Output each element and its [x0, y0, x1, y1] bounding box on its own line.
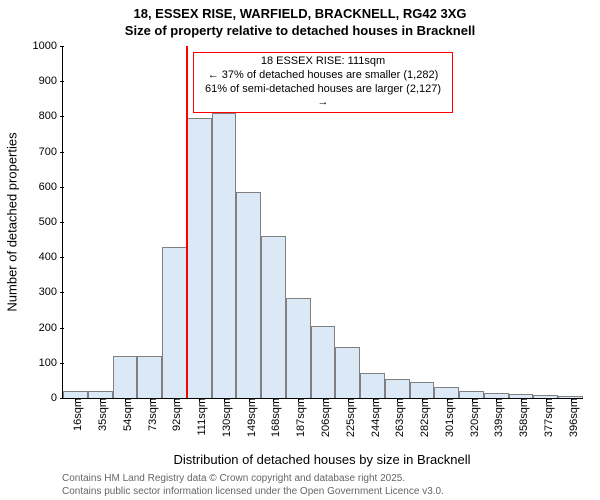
footer-attribution: Contains HM Land Registry data © Crown c…: [62, 472, 444, 498]
y-tick: 700: [39, 146, 63, 158]
x-tick-label: 244sqm: [364, 398, 382, 437]
y-tick: 100: [39, 357, 63, 369]
x-tick-label: 339sqm: [487, 398, 505, 437]
footer-line-2: Contains public sector information licen…: [62, 485, 444, 498]
histogram-bar: [187, 118, 212, 398]
y-tick: 600: [39, 181, 63, 193]
title-block: 18, ESSEX RISE, WARFIELD, BRACKNELL, RG4…: [0, 0, 600, 40]
x-tick-label: 92sqm: [165, 398, 183, 431]
footer-line-1: Contains HM Land Registry data © Crown c…: [62, 472, 444, 485]
y-tick: 300: [39, 286, 63, 298]
y-tick: 0: [51, 392, 63, 404]
x-axis-label: Distribution of detached houses by size …: [174, 452, 471, 467]
x-tick-label: 149sqm: [240, 398, 258, 437]
y-tick: 900: [39, 75, 63, 87]
annotation-box: 18 ESSEX RISE: 111sqm← 37% of detached h…: [193, 52, 453, 113]
histogram-bar: [410, 382, 435, 398]
title-line-2: Size of property relative to detached ho…: [0, 23, 600, 40]
annotation-line-2: ← 37% of detached houses are smaller (1,…: [200, 69, 446, 83]
x-tick-label: 206sqm: [314, 398, 332, 437]
x-tick-label: 111sqm: [190, 398, 208, 436]
histogram-bar: [113, 356, 138, 398]
histogram-bar: [311, 326, 336, 398]
x-tick-label: 358sqm: [512, 398, 530, 437]
histogram-bar: [261, 236, 286, 398]
x-tick-label: 320sqm: [463, 398, 481, 437]
histogram-bar: [137, 356, 162, 398]
x-tick-label: 187sqm: [289, 398, 307, 437]
chart-container: 18, ESSEX RISE, WARFIELD, BRACKNELL, RG4…: [0, 0, 600, 500]
annotation-line-1: 18 ESSEX RISE: 111sqm: [200, 55, 446, 69]
x-tick-label: 225sqm: [339, 398, 357, 437]
histogram-bar: [162, 247, 187, 398]
x-tick-label: 168sqm: [264, 398, 282, 437]
y-tick: 200: [39, 322, 63, 334]
y-tick: 400: [39, 251, 63, 263]
histogram-bar: [335, 347, 360, 398]
histogram-bar: [360, 373, 385, 398]
histogram-bar: [286, 298, 311, 398]
histogram-bar: [212, 113, 237, 398]
y-tick: 500: [39, 216, 63, 228]
reference-line: [186, 46, 188, 398]
histogram-bar: [385, 379, 410, 398]
annotation-line-3: 61% of semi-detached houses are larger (…: [200, 83, 446, 111]
y-axis-label: Number of detached properties: [5, 132, 20, 311]
histogram-bar: [459, 391, 484, 398]
histogram-bar: [63, 391, 88, 398]
x-tick-label: 282sqm: [413, 398, 431, 437]
x-tick-label: 16sqm: [66, 398, 84, 431]
y-tick: 1000: [33, 40, 63, 52]
plot-area: 0100200300400500600700800900100016sqm35s…: [62, 46, 583, 399]
x-tick-label: 377sqm: [537, 398, 555, 437]
x-tick-label: 130sqm: [215, 398, 233, 437]
x-tick-label: 396sqm: [562, 398, 580, 437]
x-tick-label: 73sqm: [141, 398, 159, 431]
histogram-bar: [434, 387, 459, 398]
y-tick: 800: [39, 110, 63, 122]
title-line-1: 18, ESSEX RISE, WARFIELD, BRACKNELL, RG4…: [0, 6, 600, 23]
histogram-bar: [236, 192, 261, 398]
x-tick-label: 54sqm: [116, 398, 134, 431]
x-tick-label: 35sqm: [91, 398, 109, 431]
x-tick-label: 263sqm: [388, 398, 406, 437]
x-tick-label: 301sqm: [438, 398, 456, 437]
histogram-bar: [88, 391, 113, 398]
